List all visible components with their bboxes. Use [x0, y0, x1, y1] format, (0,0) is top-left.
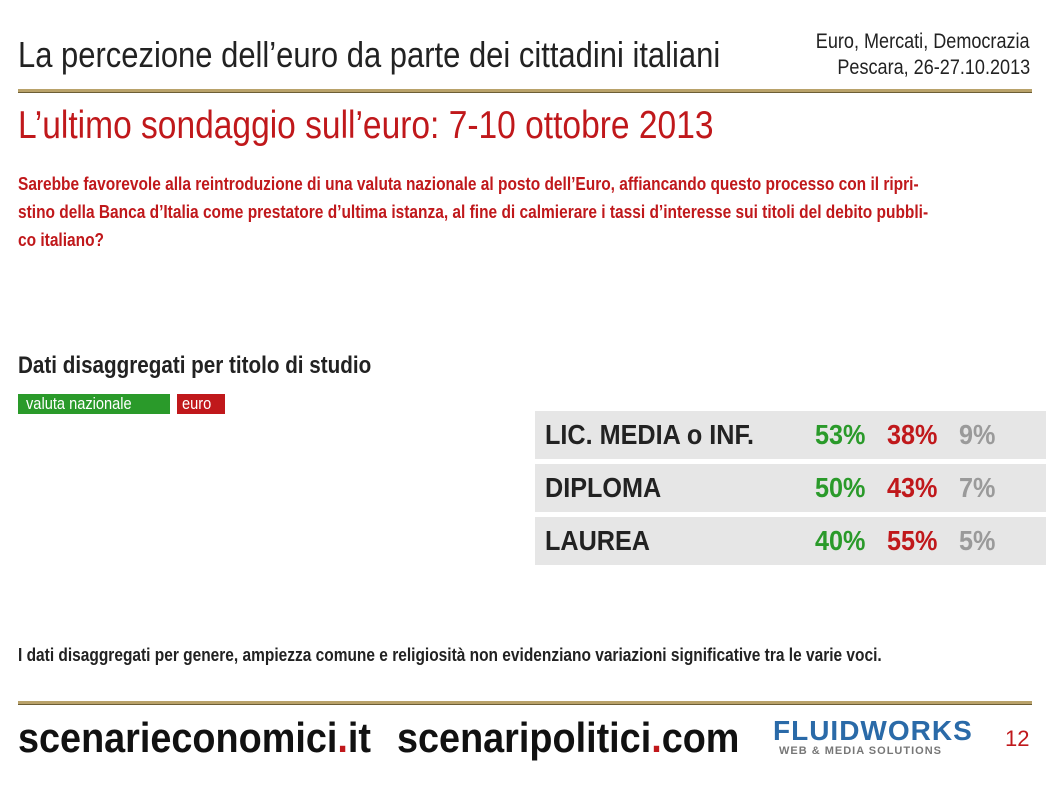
section-title: Dati disaggregati per titolo di studio — [18, 352, 372, 379]
site-dot: . — [651, 714, 662, 761]
site-text: it — [347, 714, 371, 761]
divider — [18, 701, 1032, 705]
percentage: 9% — [959, 419, 996, 450]
percentage: 55% — [887, 525, 938, 556]
site-dot: . — [337, 714, 348, 761]
table-row: LIC. MEDIA o INF. 53% 38% 9% — [535, 411, 1046, 459]
logo-tagline: WEB & MEDIA SOLUTIONS — [779, 745, 942, 757]
table-row: DIPLOMA 50% 43% 7% — [535, 464, 1046, 512]
percentage: 53% — [815, 419, 866, 450]
note: I dati disaggregati per genere, ampiezza… — [18, 645, 882, 665]
site-link: scenaripolitici.com — [397, 714, 739, 762]
question-line: Sarebbe favorevole alla reintroduzione d… — [18, 174, 919, 194]
divider — [18, 89, 1032, 93]
site-text: scenaripolitici — [397, 714, 652, 761]
percentage: 7% — [959, 472, 996, 503]
percentage: 5% — [959, 525, 996, 556]
page-number: 12 — [1005, 726, 1030, 751]
row-label: LIC. MEDIA o INF. — [545, 419, 755, 450]
percentage: 38% — [887, 419, 938, 450]
question-line: stino della Banca d’Italia come prestato… — [18, 202, 929, 222]
logo: FLUIDWORKS — [773, 715, 973, 746]
subtitle: L’ultimo sondaggio sull’euro: 7-10 ottob… — [18, 104, 714, 147]
question-line: co italiano? — [18, 230, 105, 250]
header-title: La percezione dell’euro da parte dei cit… — [18, 34, 721, 75]
percentage: 43% — [887, 472, 938, 503]
event-line: Pescara, 26-27.10.2013 — [837, 56, 1030, 79]
legend-swatch — [18, 394, 170, 414]
site-text: scenarieconomici — [18, 714, 338, 761]
site-link: scenarieconomici.it — [18, 714, 371, 762]
percentage: 40% — [815, 525, 866, 556]
legend-label: euro — [182, 394, 212, 413]
legend-label: valuta nazionale — [26, 394, 132, 413]
legend-swatch — [177, 394, 225, 414]
site-text: com — [661, 714, 740, 761]
row-label: LAUREA — [545, 525, 651, 556]
event-line: Euro, Mercati, Democrazia — [816, 30, 1030, 53]
percentage: 50% — [815, 472, 866, 503]
row-label: DIPLOMA — [545, 472, 662, 503]
table-row: LAUREA 40% 55% 5% — [535, 517, 1046, 565]
